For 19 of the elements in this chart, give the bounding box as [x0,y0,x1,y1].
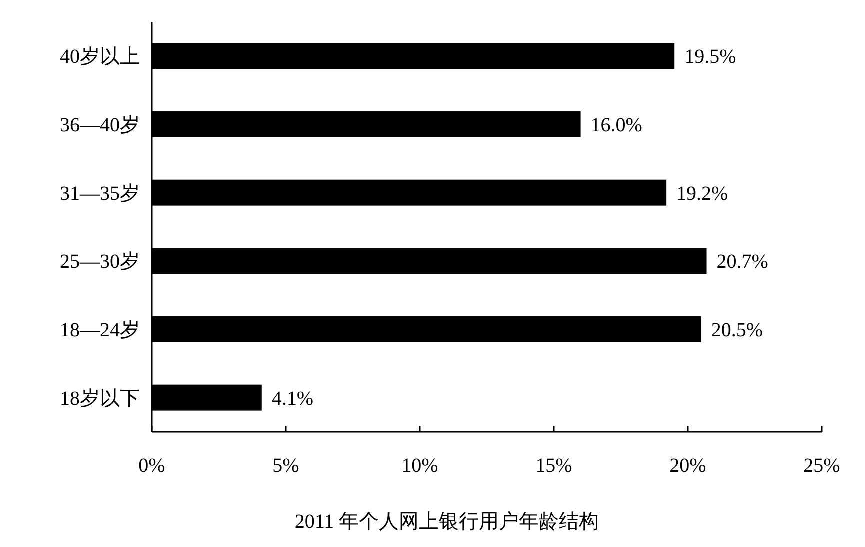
x-tick-label: 15% [536,455,572,477]
y-tick-label: 18岁以下 [60,388,140,410]
data-label: 19.2% [676,182,728,205]
data-label: 16.0% [590,114,642,136]
data-label: 19.5% [684,46,736,68]
x-tick-label: 25% [804,455,840,477]
y-tick-label: 18—24岁 [60,320,140,342]
y-tick-label: 36—40岁 [60,114,140,136]
data-label: 20.5% [711,320,764,342]
data-label: 4.1% [272,388,314,410]
y-tick-label: 25—30岁 [60,251,140,274]
y-tick-label: 40岁以上 [60,46,140,68]
data-label: 20.7% [716,251,768,274]
x-tick-label: 0% [138,455,166,477]
x-tick-label: 5% [272,455,300,477]
x-tick-label: 10% [402,455,438,477]
text: 2011 年个人网上银行用户年龄结构 [294,511,600,533]
x-tick-label: 20% [670,455,706,477]
y-tick-label: 31—35岁 [60,182,140,205]
